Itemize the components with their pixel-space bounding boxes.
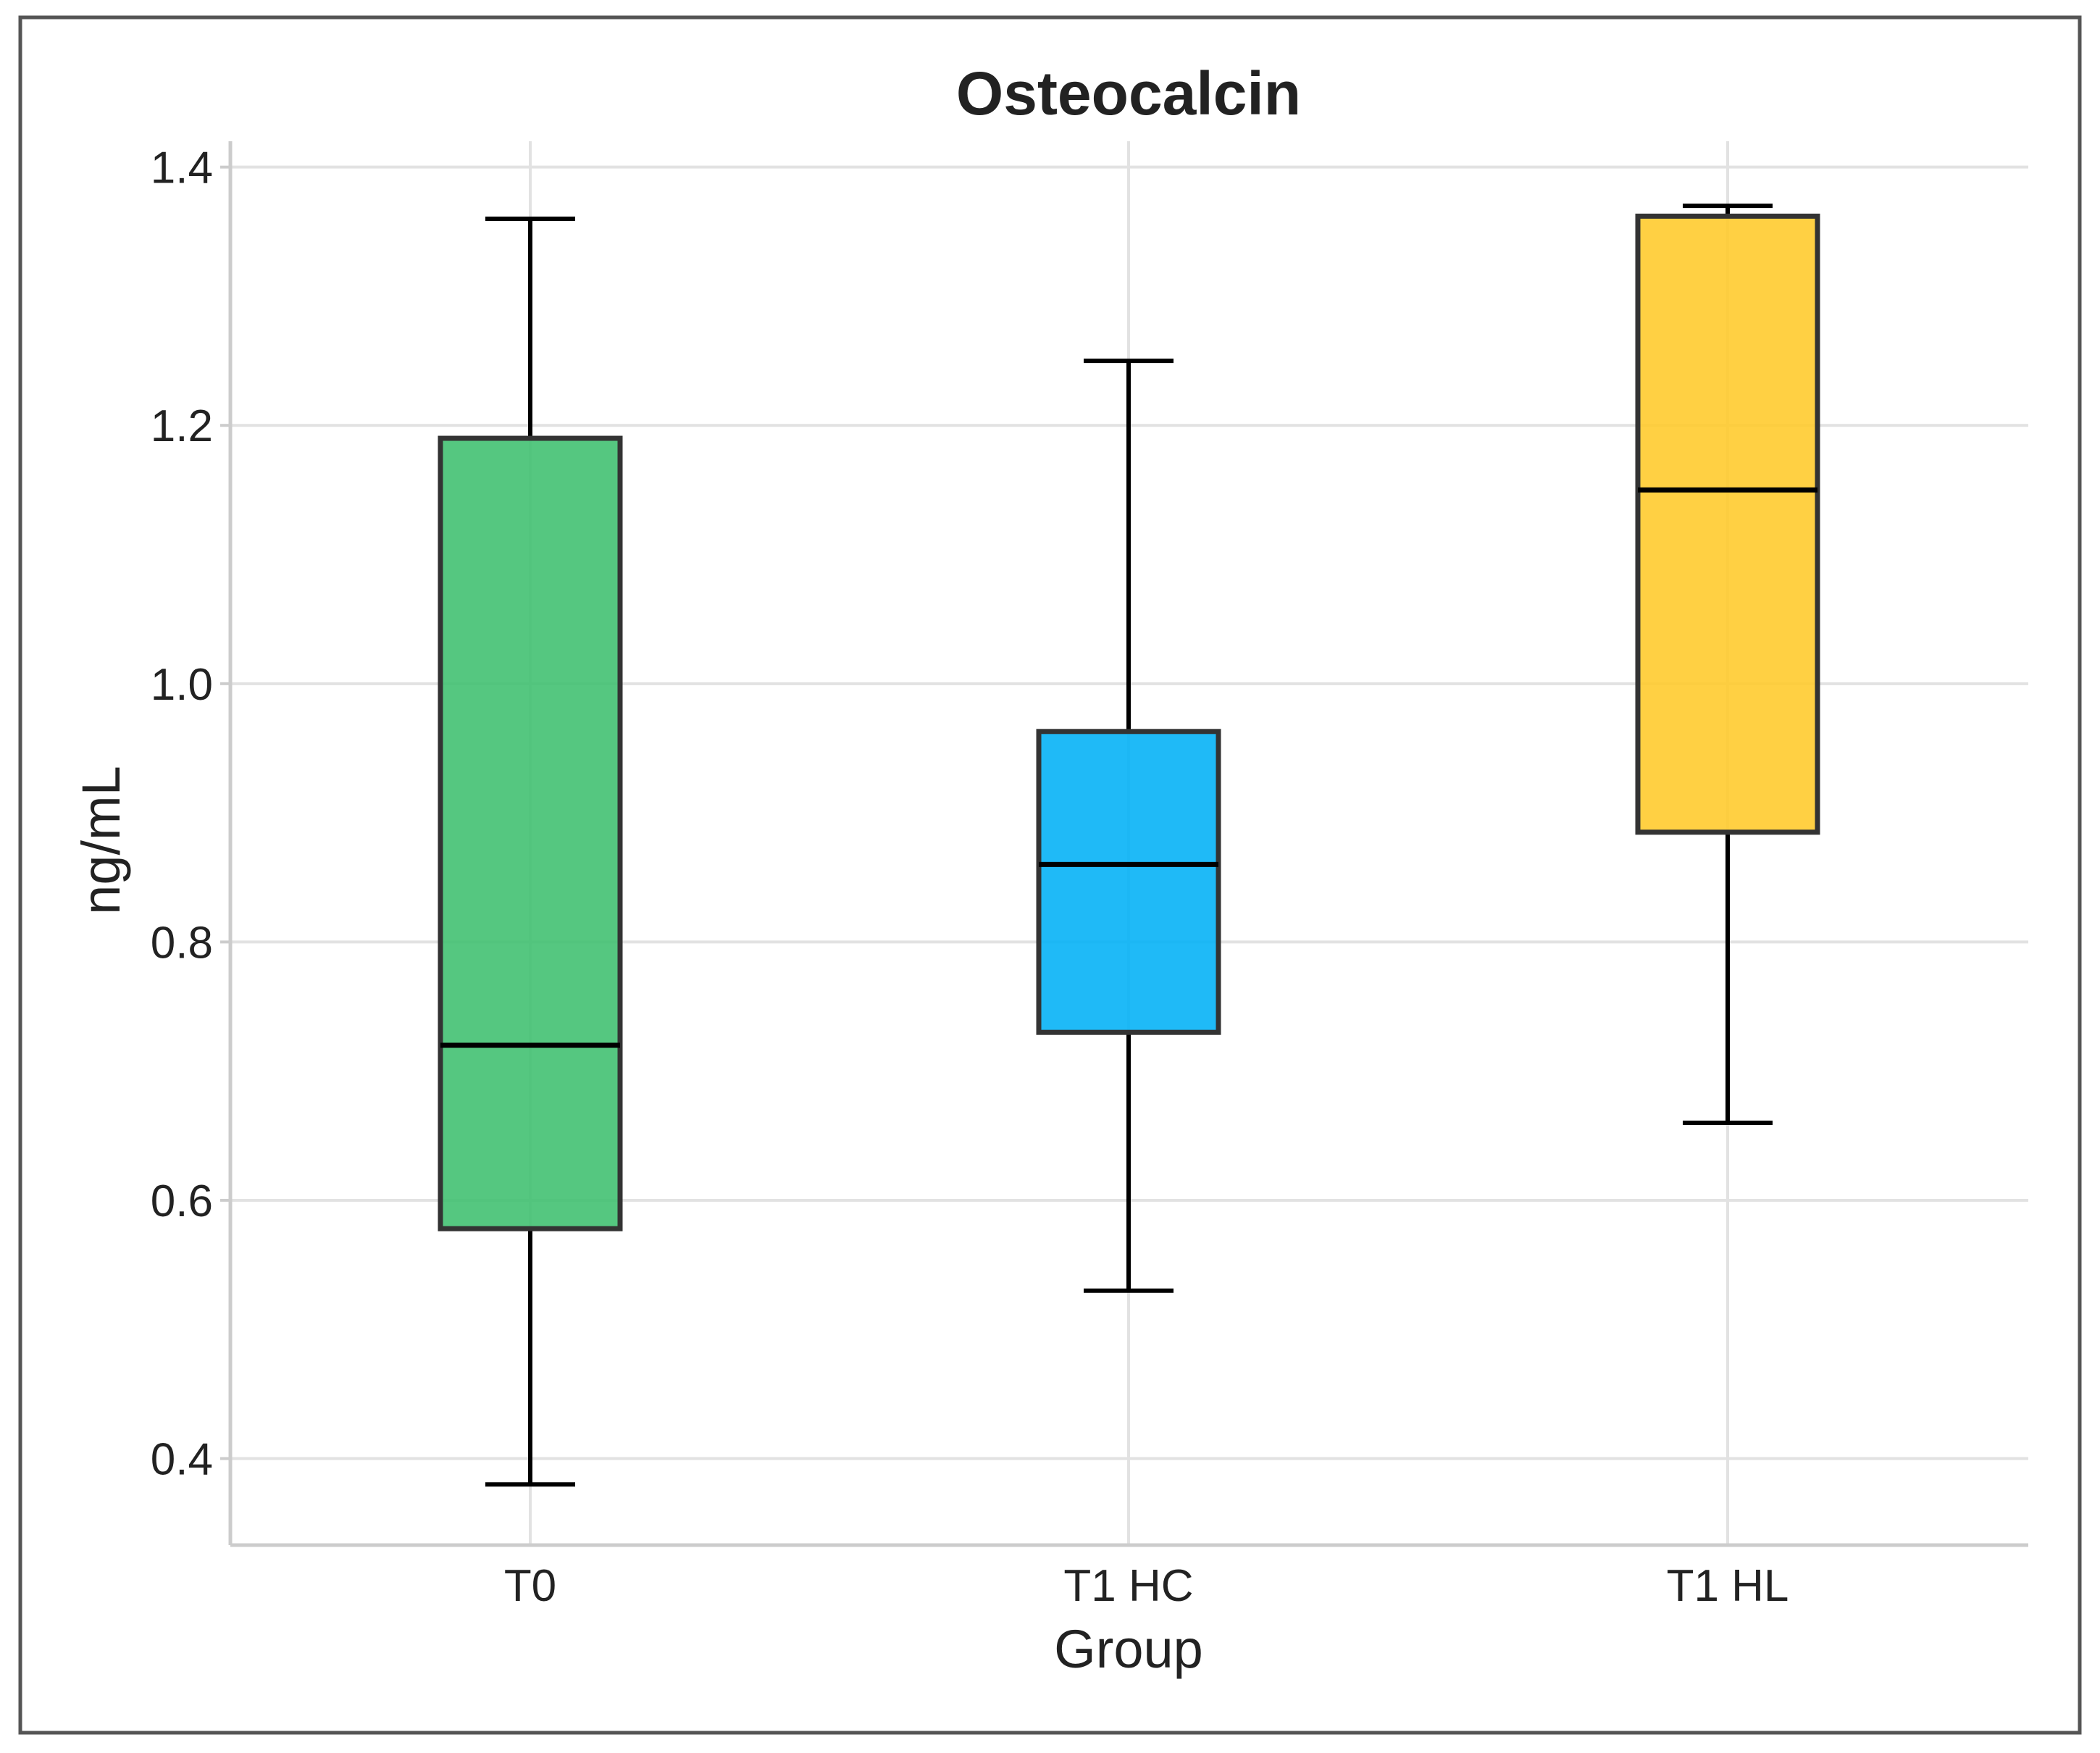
y-tick-label: 1.2 xyxy=(151,401,213,451)
y-tick-label: 0.8 xyxy=(151,918,213,968)
y-tick-label: 0.4 xyxy=(151,1435,213,1485)
x-tick-label: T1 HL xyxy=(1667,1561,1789,1611)
y-tick-label: 1.4 xyxy=(151,143,213,193)
chart-frame: Osteocalcin 0.4 0.6 0.8 1.0 1.2 1.4 T0 T1 HC T1… xyxy=(0,0,2100,1749)
x-tick-label: T1 HC xyxy=(1063,1561,1193,1611)
iqr-box xyxy=(440,438,620,1229)
x-axis-label: Group xyxy=(1054,1619,1203,1679)
y-tick-label: 0.6 xyxy=(151,1176,213,1226)
y-axis-label: ng/mL xyxy=(71,766,131,915)
iqr-box xyxy=(1039,732,1218,1032)
y-tick-label: 1.0 xyxy=(151,660,213,710)
osteocalcin-box-plot: Osteocalcin 0.4 0.6 0.8 1.0 1.2 1.4 T0 T1 HC T1… xyxy=(0,0,2100,1749)
chart-title: Osteocalcin xyxy=(956,59,1301,127)
x-tick-label: T0 xyxy=(504,1561,556,1611)
iqr-box xyxy=(1638,216,1817,832)
